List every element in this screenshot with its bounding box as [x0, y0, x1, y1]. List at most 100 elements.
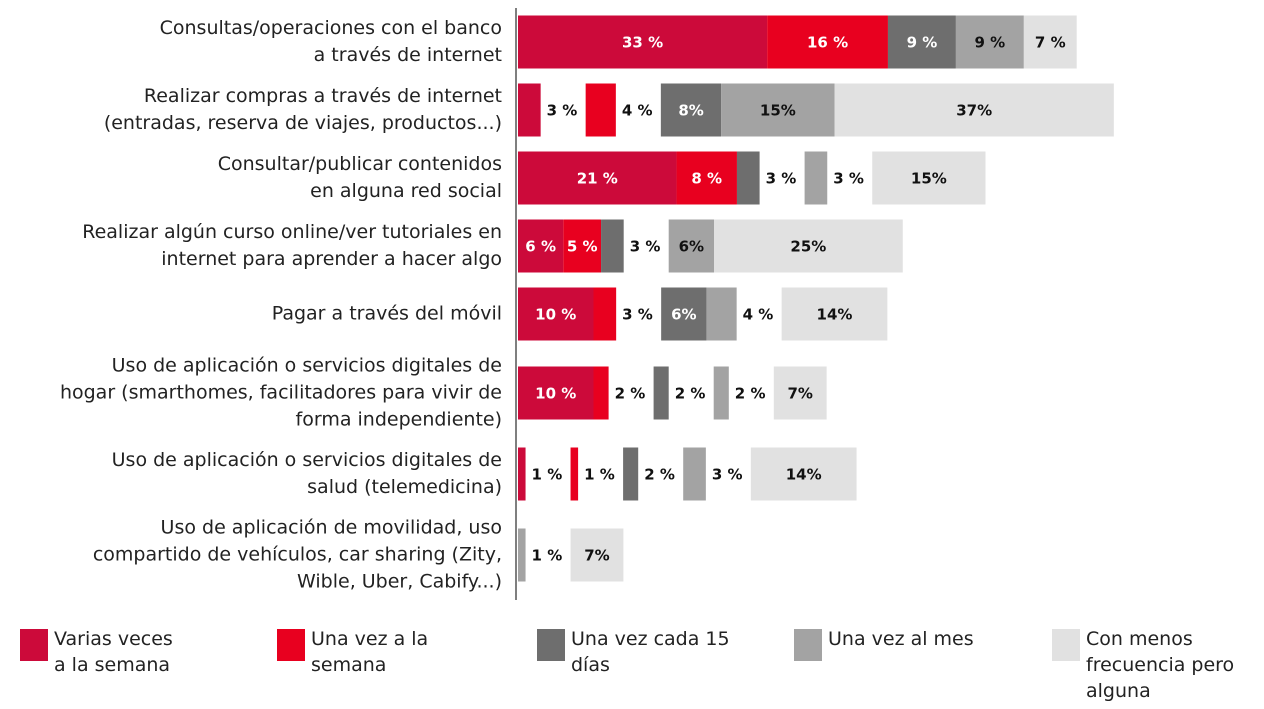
legend-label: Varias veces a la semana	[54, 628, 173, 676]
value-label: 3 %	[712, 466, 743, 484]
value-label: 2 %	[675, 385, 706, 403]
bar-segment	[683, 447, 706, 501]
value-label: 1 %	[584, 466, 615, 484]
legend-label: Una vez al mes	[828, 628, 974, 650]
bar-segment	[676, 151, 737, 205]
category-label: compartido de vehículos, car sharing (Zi…	[93, 544, 502, 566]
legend-item: Varias veces a la semana	[20, 626, 184, 678]
legend-item: Una vez cada 15 días	[537, 626, 741, 678]
value-label: 6 %	[525, 238, 556, 256]
bar-segment	[653, 366, 669, 420]
category-label: Pagar a través del móvil	[272, 303, 502, 325]
value-label: 14%	[817, 306, 853, 324]
category-label: Uso de aplicación o servicios digitales …	[112, 355, 502, 377]
value-label: 3 %	[547, 102, 578, 120]
bar-segment	[570, 528, 624, 582]
bar-segment	[714, 219, 903, 273]
value-label: 9 %	[907, 34, 938, 52]
value-label: 2 %	[644, 466, 675, 484]
value-label: 37%	[956, 102, 992, 120]
value-label: 25%	[790, 238, 826, 256]
value-label: 7%	[584, 547, 609, 565]
bar-segment	[887, 15, 956, 69]
category-label: hogar (smarthomes, facilitadores para vi…	[60, 382, 502, 404]
bar-segment	[601, 219, 624, 273]
category-label: forma independiente)	[296, 409, 502, 431]
bar-segment	[736, 151, 760, 205]
value-label: 8 %	[691, 170, 722, 188]
bar-segment	[563, 219, 602, 273]
value-label: 8%	[678, 102, 703, 120]
category-label: Consultar/publicar contenidos	[218, 153, 502, 175]
legend-swatch	[537, 629, 565, 661]
value-label: 4 %	[622, 102, 653, 120]
value-label: 15%	[911, 170, 947, 188]
bar-segment	[721, 83, 835, 137]
value-label: 33 %	[622, 34, 663, 52]
value-label: 6%	[679, 238, 704, 256]
value-label: 7 %	[1035, 34, 1066, 52]
value-label: 3 %	[630, 238, 661, 256]
value-label: 3 %	[766, 170, 797, 188]
bar-segment	[593, 287, 617, 341]
value-label: 15%	[760, 102, 796, 120]
bar-segment	[518, 287, 594, 341]
value-label: 3 %	[833, 170, 864, 188]
value-label: 2 %	[735, 385, 766, 403]
value-label: 10 %	[535, 306, 576, 324]
category-label: salud (telemedicina)	[307, 476, 502, 498]
bar-segment	[623, 447, 639, 501]
category-label: Uso de aplicación de movilidad, uso	[161, 517, 502, 539]
value-label: 6%	[671, 306, 696, 324]
bar-segment	[668, 219, 714, 273]
bar-segment	[593, 366, 609, 420]
category-label: Consultas/operaciones con el banco	[160, 17, 502, 39]
legend-label: Una vez a la semana	[311, 628, 429, 676]
bar-segment	[518, 366, 594, 420]
category-label: a través de internet	[314, 44, 502, 66]
legend-swatch	[20, 629, 48, 661]
bar-segment	[518, 528, 526, 582]
value-label: 4 %	[743, 306, 774, 324]
bar-segment	[773, 366, 827, 420]
value-label: 7%	[787, 385, 812, 403]
bar-segment	[706, 287, 737, 341]
category-label: Realizar compras a través de internet	[144, 85, 502, 107]
value-label: 21 %	[577, 170, 618, 188]
legend-swatch	[1052, 629, 1080, 661]
legend-item: Una vez a la semana	[277, 626, 461, 678]
value-label: 1 %	[532, 466, 563, 484]
value-label: 3 %	[622, 306, 653, 324]
category-label: Wible, Uber, Cabify...)	[297, 571, 502, 593]
bar-segment	[518, 83, 541, 137]
category-label: internet para aprender a hacer algo	[161, 248, 502, 270]
value-label: 9 %	[975, 34, 1006, 52]
legend-swatch	[794, 629, 822, 661]
bar-segment	[955, 15, 1024, 69]
bar-segment	[585, 83, 616, 137]
value-label: 14%	[786, 466, 822, 484]
bar-segment	[660, 83, 722, 137]
legend-item: Una vez al mes	[794, 626, 1008, 661]
bar-segment	[781, 287, 888, 341]
bar-segment	[767, 15, 888, 69]
bar-segment	[518, 151, 677, 205]
category-label: (entradas, reserva de viajes, productos.…	[104, 112, 502, 134]
bar-segment	[750, 447, 857, 501]
bar-segment	[834, 83, 1114, 137]
legend-label: Una vez cada 15 días	[571, 628, 730, 676]
bar-segment	[1023, 15, 1077, 69]
bar-segment	[518, 219, 564, 273]
legend-swatch	[277, 629, 305, 661]
value-label: 1 %	[532, 547, 563, 565]
bar-segment	[872, 151, 986, 205]
legend-label: Con menos frecuencia pero alguna	[1086, 628, 1235, 702]
category-label: Uso de aplicación o servicios digitales …	[112, 449, 502, 471]
bar-segment	[661, 287, 707, 341]
category-label: Realizar algún curso online/ver tutorial…	[82, 221, 502, 243]
legend-item: Con menos frecuencia pero alguna	[1052, 626, 1264, 704]
bar-segment	[713, 366, 729, 420]
bar-segment	[518, 447, 526, 501]
